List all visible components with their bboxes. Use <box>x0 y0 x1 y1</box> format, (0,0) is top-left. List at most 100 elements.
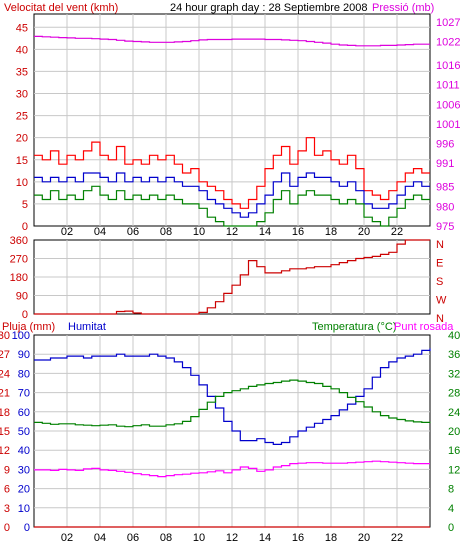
rain-tick-6: 6 <box>4 484 10 496</box>
wind-speed-tick-45: 45 <box>16 22 28 34</box>
direction-degree-tick-labels: 0 90 180 270 360 <box>10 235 28 321</box>
wind-pressure-panel: 0 5 10 15 20 25 30 35 40 45 975 980 985 991 996 1001 10… <box>16 13 460 238</box>
pressure-tick-1011: 1011 <box>436 80 460 92</box>
pressure-tick-labels: 975 980 985 991 996 1001 1006 1011 1016 1022 1027 <box>436 17 460 233</box>
humidity-tick-100: 100 <box>12 330 30 342</box>
temperature-axis-title: Temperatura (°C) <box>312 321 396 333</box>
time-tick-top-18: 18 <box>325 226 337 238</box>
pressure-tick-991: 991 <box>436 158 454 170</box>
direction-degree-tick-90: 90 <box>16 291 28 303</box>
pressure-tick-985: 985 <box>436 182 454 194</box>
compass-tick-4-N: N <box>436 313 444 325</box>
wind-speed-tick-0: 0 <box>22 221 28 233</box>
time-tick-top-10: 10 <box>193 226 205 238</box>
wind-speed-tick-10: 10 <box>16 177 28 189</box>
wind-speed-tick-labels: 0 5 10 15 20 25 30 35 40 45 <box>16 22 28 233</box>
time-tick-bottom-16: 16 <box>292 532 304 544</box>
temperature-tick-8: 8 <box>448 484 454 496</box>
time-tick-top-06: 06 <box>127 226 139 238</box>
series-gust <box>34 137 430 209</box>
wind-speed-tick-25: 25 <box>16 111 28 123</box>
temperature-tick-12: 12 <box>448 464 460 476</box>
pressure-tick-1006: 1006 <box>436 99 460 111</box>
temperature-tick-32: 32 <box>448 368 460 380</box>
wind-speed-tick-20: 20 <box>16 133 28 145</box>
humidity-tick-40: 40 <box>18 445 30 457</box>
rain-tick-15: 15 <box>0 426 10 438</box>
compass-tick-1-E: E <box>436 258 443 270</box>
temperature-tick-labels: 0 4 8 12 16 20 24 28 32 36 40 <box>448 330 460 534</box>
pressure-tick-1016: 1016 <box>436 60 460 72</box>
temperature-tick-20: 20 <box>448 426 460 438</box>
humidity-temperature-series <box>34 348 431 528</box>
rain-axis-title: Pluja (mm) <box>2 321 55 333</box>
temperature-tick-40: 40 <box>448 330 460 342</box>
series-average <box>34 172 430 218</box>
time-tick-top-14: 14 <box>259 226 271 238</box>
humidity-tick-70: 70 <box>18 388 30 400</box>
temperature-tick-4: 4 <box>448 503 454 515</box>
wind-speed-tick-15: 15 <box>16 155 28 167</box>
temperature-time-tick-labels: 02 04 06 08 10 12 14 16 18 20 22 <box>61 532 403 544</box>
time-tick-bottom-04: 04 <box>94 532 106 544</box>
pressure-tick-1027: 1027 <box>436 17 460 29</box>
time-tick-top-22: 22 <box>391 226 403 238</box>
direction-degree-tick-0: 0 <box>22 309 28 321</box>
rain-tick-18: 18 <box>0 407 10 419</box>
series-pressure <box>34 35 430 47</box>
humidity-tick-labels: 0 10 20 30 40 50 60 70 80 90 100 <box>12 330 30 534</box>
humidity-tick-30: 30 <box>18 464 30 476</box>
rain-tick-24: 24 <box>0 368 10 380</box>
time-tick-top-12: 12 <box>226 226 238 238</box>
direction-degree-tick-360: 360 <box>10 235 28 247</box>
rain-tick-21: 21 <box>0 388 10 400</box>
wind-axis-title: Velocitat del vent (kmh) <box>4 2 118 14</box>
rain-tick-3: 3 <box>4 503 10 515</box>
rain-tick-30: 30 <box>0 330 10 342</box>
humidity-tick-0: 0 <box>24 522 30 534</box>
rain-tick-27: 27 <box>0 349 10 361</box>
humidity-tick-10: 10 <box>18 503 30 515</box>
dew-point-axis-title: Punt rosada <box>394 321 454 333</box>
humidity-tick-50: 50 <box>18 426 30 438</box>
compass-tick-3-W: W <box>436 295 447 307</box>
time-tick-top-08: 08 <box>160 226 172 238</box>
series-dew_point <box>34 460 430 478</box>
temperature-tick-28: 28 <box>448 388 460 400</box>
time-tick-bottom-22: 22 <box>391 532 403 544</box>
temperature-tick-0: 0 <box>448 522 454 534</box>
wind-speed-tick-30: 30 <box>16 89 28 101</box>
humidity-tick-80: 80 <box>18 368 30 380</box>
direction-degree-tick-180: 180 <box>10 272 28 284</box>
pressure-axis-title: Pressió (mb) <box>372 2 434 14</box>
wind-pressure-series <box>34 35 430 227</box>
rain-tick-12: 12 <box>0 445 10 457</box>
humidity-tick-90: 90 <box>18 349 30 361</box>
time-tick-bottom-20: 20 <box>358 532 370 544</box>
time-tick-bottom-14: 14 <box>259 532 271 544</box>
rain-tick-9: 9 <box>4 464 10 476</box>
temperature-tick-24: 24 <box>448 407 460 419</box>
pressure-tick-975: 975 <box>436 221 454 233</box>
time-tick-bottom-18: 18 <box>325 532 337 544</box>
rain-tick-labels: 0 3 6 9 12 15 18 21 24 27 30 <box>0 330 10 534</box>
temperature-tick-16: 16 <box>448 445 460 457</box>
series-direction <box>34 239 430 315</box>
series-temperature <box>34 379 431 428</box>
wind-speed-tick-40: 40 <box>16 44 28 56</box>
time-tick-top-02: 02 <box>61 226 73 238</box>
time-tick-bottom-10: 10 <box>193 532 205 544</box>
wind-time-tick-labels: 02 04 06 08 10 12 14 16 18 20 22 <box>61 226 403 238</box>
pressure-tick-996: 996 <box>436 139 454 151</box>
wind-speed-tick-35: 35 <box>16 66 28 78</box>
wind-direction-series <box>34 239 430 315</box>
wind-direction-grid <box>34 240 430 314</box>
time-tick-bottom-02: 02 <box>61 532 73 544</box>
humidity-tick-60: 60 <box>18 407 30 419</box>
series-humidity <box>34 348 431 445</box>
direction-degree-tick-270: 270 <box>10 254 28 266</box>
pressure-tick-980: 980 <box>436 201 454 213</box>
humidity-temperature-panel: 0 3 6 9 12 15 18 21 24 27 30 0 10 20 30 40 50 60 70 80 90 10… <box>0 330 460 544</box>
